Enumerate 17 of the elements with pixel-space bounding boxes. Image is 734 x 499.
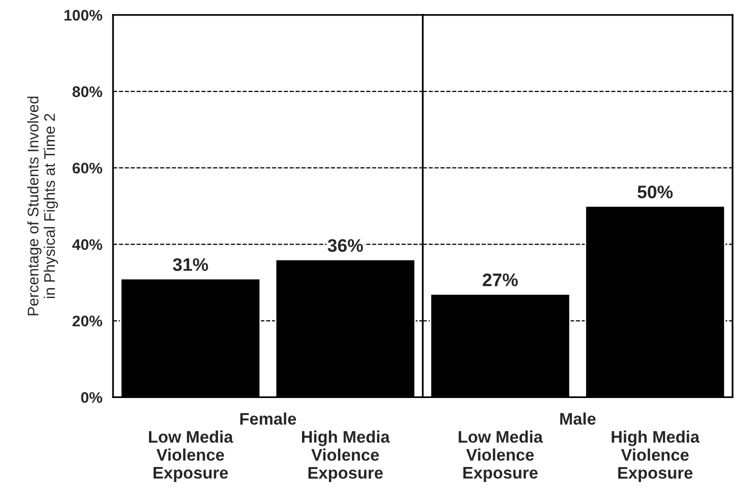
data-label: 27% xyxy=(482,273,518,286)
x-tick-label: Low Media Violence Exposure xyxy=(458,430,543,482)
y-tick-label: 40% xyxy=(72,239,102,250)
data-label: 50% xyxy=(638,186,673,198)
y-tick-label: 60% xyxy=(72,162,102,174)
x-axis-title: Male xyxy=(560,412,596,425)
y-tick-label: 80% xyxy=(72,86,102,98)
x-axis-title: Female xyxy=(240,412,296,425)
y-axis-title: Percentage of Students Involved in Physical Fights at Time 2 xyxy=(27,96,58,316)
y-tick-label: 20% xyxy=(72,316,102,326)
y-tick-label: 100% xyxy=(64,10,102,21)
data-label: 31% xyxy=(172,258,208,271)
y-tick-label: 0% xyxy=(81,392,102,403)
x-tick-label: High Media Violence Exposure xyxy=(612,430,700,482)
x-tick-label: High Media Violence Exposure xyxy=(302,430,390,482)
data-label: 36% xyxy=(328,239,363,252)
x-tick-label: Low Media Violence Exposure xyxy=(148,430,234,482)
